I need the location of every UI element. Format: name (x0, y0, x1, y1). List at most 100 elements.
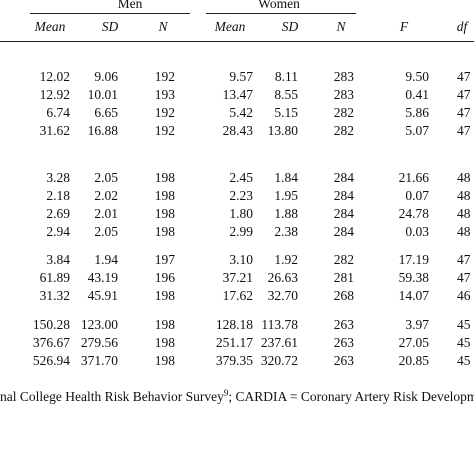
cell: 17.19 (399, 252, 430, 267)
cell: 282 (334, 252, 354, 267)
cell: 268 (334, 288, 355, 303)
cell: 1.80 (229, 206, 253, 221)
cell: 251.17 (216, 335, 253, 350)
cell: 9.06 (94, 69, 118, 84)
column-header: Mean (34, 19, 66, 34)
cell: 123.00 (81, 317, 118, 332)
column-header: SD (282, 19, 299, 34)
cell: 2.05 (94, 224, 118, 239)
cell: 3.10 (229, 252, 253, 267)
cell: 2.45 (229, 170, 253, 185)
cell: 46 (457, 288, 471, 303)
cell: 263 (334, 335, 355, 350)
cell: 2.69 (46, 206, 70, 221)
cell: 5.15 (274, 105, 298, 120)
cell: 43.19 (88, 270, 119, 285)
cell: 2.01 (94, 206, 118, 221)
cell: 128.18 (216, 317, 253, 332)
column-header: N (157, 19, 168, 34)
cell: 8.11 (275, 69, 298, 84)
cell: 526.94 (33, 353, 70, 368)
cell: 2.99 (229, 224, 253, 239)
cell: 2.94 (46, 224, 70, 239)
cell: 198 (155, 206, 176, 221)
cell: 1.88 (274, 206, 298, 221)
cell: 279.56 (81, 335, 118, 350)
cell: 6.74 (46, 105, 70, 120)
cell: 45.91 (88, 288, 118, 303)
cell: 192 (155, 105, 175, 120)
cell: 379.35 (216, 353, 253, 368)
cell: 197 (155, 252, 176, 267)
group-header: Women (258, 0, 300, 11)
cell: 0.03 (405, 224, 429, 239)
cell: 47 (457, 252, 471, 267)
cell: 281 (334, 270, 354, 285)
cell: 45 (457, 335, 471, 350)
cell: 198 (155, 335, 176, 350)
cell: 5.42 (229, 105, 253, 120)
footnote-text: nal College Health Risk Behavior Survey (0, 389, 224, 404)
cell: 32.70 (268, 288, 299, 303)
cell: 47 (457, 123, 471, 138)
cell: 9.57 (229, 69, 253, 84)
cell: 198 (155, 188, 176, 203)
cell: 47 (457, 105, 471, 120)
cell: 263 (334, 317, 355, 332)
cell: 37.21 (223, 270, 253, 285)
cell: 13.80 (268, 123, 299, 138)
cell: 2.23 (229, 188, 253, 203)
cell: 14.07 (399, 288, 430, 303)
footnote-sup: 9 (224, 388, 229, 398)
cell: 10.01 (88, 87, 118, 102)
cell: 45 (457, 317, 471, 332)
cell: 21.66 (399, 170, 430, 185)
footnote-text: ; CARDIA = Coronary Artery Risk Developm… (228, 389, 474, 404)
cell: 13.47 (223, 87, 254, 102)
cell: 26.63 (268, 270, 299, 285)
cell: 31.62 (40, 123, 70, 138)
cell: 45 (457, 353, 471, 368)
cell: 47 (457, 69, 471, 84)
cell: 47 (457, 87, 471, 102)
cell: 3.97 (405, 317, 429, 332)
cell: 48 (457, 170, 471, 185)
cell: 27.05 (399, 335, 430, 350)
cell: 2.05 (94, 170, 118, 185)
column-header: df (457, 19, 470, 34)
cell: 12.02 (40, 69, 70, 84)
cell: 198 (155, 317, 176, 332)
cell: 3.84 (46, 252, 70, 267)
cell: 3.28 (46, 170, 70, 185)
cell: 193 (155, 87, 176, 102)
cell: 263 (334, 353, 355, 368)
cell: 283 (334, 87, 355, 102)
cell: 1.92 (274, 252, 298, 267)
cell: 192 (155, 123, 175, 138)
cell: 6.65 (94, 105, 118, 120)
cell: 8.55 (274, 87, 298, 102)
cell: 5.86 (405, 105, 429, 120)
cell: 284 (334, 206, 355, 221)
cell: 17.62 (223, 288, 253, 303)
cell: 48 (457, 188, 471, 203)
cell: 376.67 (33, 335, 70, 350)
cell: 113.78 (261, 317, 298, 332)
cell: 47 (457, 270, 471, 285)
cell: 284 (334, 170, 355, 185)
cell: 59.38 (399, 270, 430, 285)
cell: 12.92 (40, 87, 70, 102)
cell: 284 (334, 188, 355, 203)
cell: 198 (155, 170, 176, 185)
cell: 28.43 (223, 123, 254, 138)
cell: 196 (155, 270, 176, 285)
cell: 284 (334, 224, 355, 239)
cell: 48 (457, 206, 471, 221)
cell: 198 (155, 353, 176, 368)
cell: 48 (457, 224, 471, 239)
cell: 16.88 (88, 123, 119, 138)
cell: 1.84 (274, 170, 298, 185)
cell: 2.38 (274, 224, 298, 239)
cell: 0.41 (405, 87, 429, 102)
